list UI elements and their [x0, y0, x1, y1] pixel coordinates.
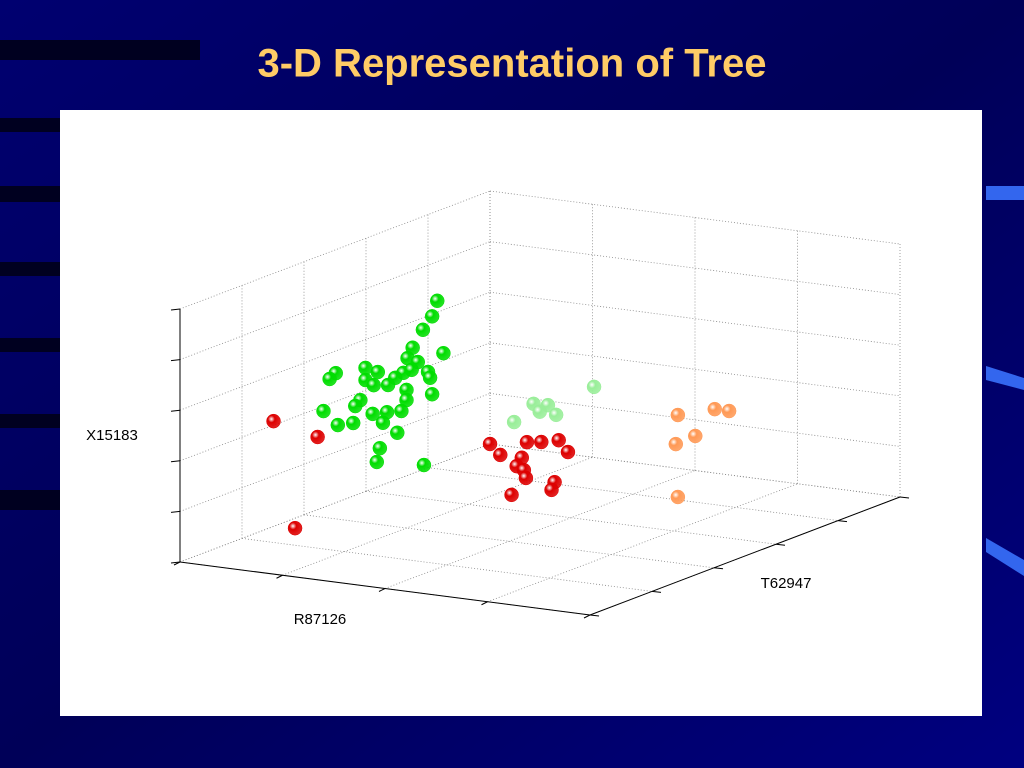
- tick-mark: [170, 510, 181, 513]
- grid-line: [282, 456, 593, 576]
- tick-mark: [170, 359, 181, 362]
- data-point: [506, 414, 522, 430]
- tick-mark: [276, 574, 283, 579]
- y-axis: [589, 496, 901, 616]
- y-axis-label: T62947: [761, 575, 812, 592]
- plot-panel: [60, 110, 982, 716]
- data-point: [668, 436, 684, 452]
- data-point: [532, 404, 547, 419]
- data-point: [387, 370, 403, 386]
- data-point: [370, 364, 386, 380]
- data-point: [399, 392, 414, 408]
- decoration: [0, 40, 200, 510]
- data-point: [345, 415, 361, 431]
- data-point: [534, 434, 549, 450]
- data-point: [266, 413, 281, 429]
- tick-mark: [775, 543, 786, 546]
- data-point: [330, 417, 346, 433]
- data-point: [366, 377, 381, 393]
- data-point: [322, 371, 337, 387]
- grid-line: [179, 190, 491, 310]
- tick-mark: [589, 614, 600, 617]
- tick-mark: [170, 409, 181, 412]
- data-point: [424, 386, 440, 402]
- data-point: [375, 415, 391, 431]
- data-point: [519, 434, 535, 450]
- data-point: [544, 482, 559, 498]
- data-point: [518, 470, 534, 486]
- data-point: [430, 293, 445, 309]
- tick-mark: [899, 496, 910, 499]
- data-point: [415, 322, 431, 338]
- data-point: [721, 403, 737, 419]
- tick-mark: [173, 561, 181, 566]
- data-point: [436, 345, 451, 361]
- data-point: [493, 447, 508, 463]
- data-point: [670, 407, 686, 423]
- tick-mark: [481, 601, 488, 606]
- tick-mark: [170, 308, 181, 311]
- grid-line: [179, 342, 491, 462]
- data-point: [416, 457, 432, 473]
- data-point: [422, 370, 438, 386]
- tick-mark: [651, 590, 662, 593]
- grid-line: [179, 291, 491, 411]
- grid-line: [384, 470, 696, 589]
- grid-line: [487, 483, 798, 603]
- data-point: [287, 520, 303, 536]
- data-point: [560, 444, 576, 460]
- data-point: [688, 428, 703, 444]
- data-point: [424, 309, 440, 324]
- data-point: [365, 406, 380, 422]
- data-point: [310, 429, 325, 445]
- plot: X15183 R87126 T62947: [86, 190, 910, 628]
- tick-mark: [378, 588, 386, 592]
- tick-mark: [583, 614, 591, 619]
- data-point: [670, 489, 686, 505]
- tick-mark: [170, 561, 181, 564]
- grid-line: [179, 443, 491, 563]
- data-point: [390, 425, 405, 440]
- data-point: [348, 398, 363, 414]
- data-point: [551, 432, 566, 448]
- data-point: [316, 403, 331, 419]
- x-axis-label: R87126: [294, 611, 347, 628]
- data-point: [372, 440, 388, 456]
- z-axis-label: X15183: [86, 427, 138, 444]
- data-point: [482, 436, 498, 452]
- grid-line: [179, 393, 491, 512]
- data-point: [404, 362, 419, 378]
- decoration: [986, 186, 1024, 576]
- data-point: [369, 454, 385, 470]
- tick-mark: [170, 460, 181, 463]
- data-point: [586, 379, 602, 395]
- data-point: [548, 407, 564, 423]
- slide-title: 3-D Representation of Tree: [257, 42, 766, 86]
- tick-mark: [837, 520, 848, 523]
- grid-line: [179, 241, 491, 360]
- tick-mark: [713, 567, 724, 570]
- data-point: [504, 487, 519, 503]
- data-point: [707, 401, 722, 417]
